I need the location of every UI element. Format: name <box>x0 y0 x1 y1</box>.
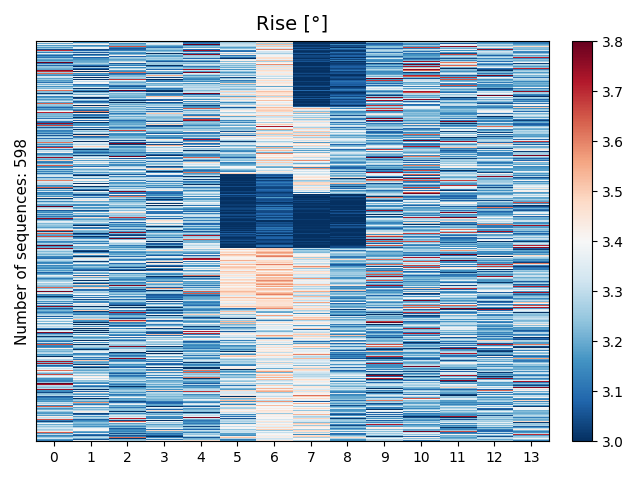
Title: Rise [°]: Rise [°] <box>257 15 328 34</box>
Y-axis label: Number of sequences: 598: Number of sequences: 598 <box>15 138 30 345</box>
